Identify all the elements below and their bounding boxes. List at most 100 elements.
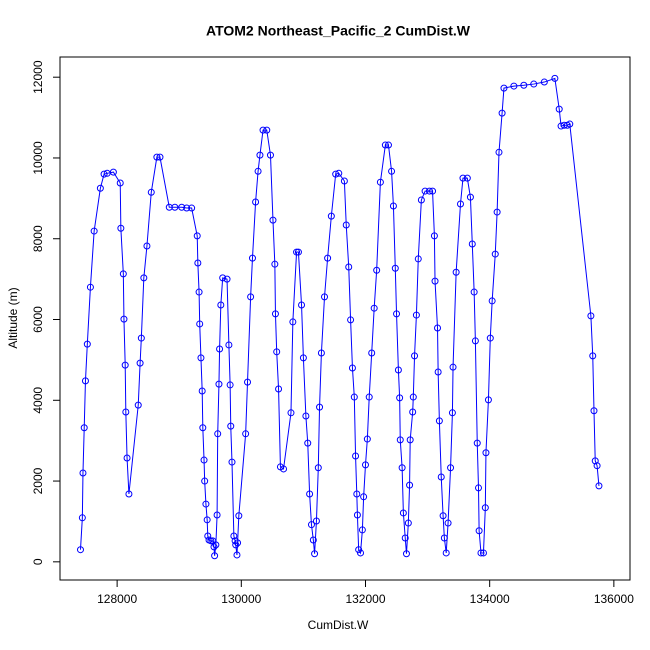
data-point [122,408,130,416]
data-point [342,221,350,229]
data-point [171,203,179,211]
data-point [393,310,401,318]
data-point [143,242,151,250]
data-point [234,539,242,547]
data-point [475,527,483,535]
data-point [510,82,518,90]
data-point [459,174,467,182]
data-point [299,354,307,362]
y-axis-label: Altitude (m) [6,287,20,348]
data-point [196,320,204,328]
data-point [593,462,601,470]
data-point [204,532,212,540]
data-point [200,456,208,464]
data-point [123,454,131,462]
data-point [227,422,235,430]
data-point [137,334,145,342]
data-point [217,301,225,309]
data-point [595,482,603,490]
data-point [273,348,281,356]
data-point [244,378,252,386]
data-point [207,537,215,545]
data-point [373,266,381,274]
data-point [353,511,361,519]
data-point [430,232,438,240]
data-point [474,484,482,492]
data-point [471,337,479,345]
data-point [230,532,238,540]
data-point [194,259,202,267]
data-point [551,74,559,82]
data-point [199,424,207,432]
data-point [256,151,264,159]
data-point [233,551,241,559]
data-point [147,188,155,196]
data-point [591,457,599,465]
data-point [309,536,317,544]
data-point [376,178,384,186]
data-point [219,274,227,282]
data-point [434,324,442,332]
data-point [590,407,598,415]
data-point [280,465,288,473]
data-point [481,504,489,512]
data-point [314,464,322,472]
data-point [435,417,443,425]
data-point [520,81,528,89]
data-point [304,439,312,447]
data-point [345,263,353,271]
data-point [302,412,310,420]
x-tick-label: 134000 [470,592,510,606]
data-point [321,293,329,301]
data-point [500,84,508,92]
data-point [421,187,429,195]
x-tick-label: 128000 [97,592,137,606]
y-tick-label: 10000 [31,141,45,175]
data-point [398,464,406,472]
data-point [388,167,396,175]
data-point [399,509,407,517]
data-point [242,430,250,438]
data-point [409,393,417,401]
data-point [482,449,490,457]
data-point [452,268,460,276]
data-point [293,248,301,256]
data-point [463,174,471,182]
data-point [195,288,203,296]
data-point [444,519,452,527]
data-point [440,534,448,542]
y-tick-label: 4000 [31,387,45,414]
y-tick-label: 6000 [31,306,45,333]
data-point [370,304,378,312]
data-point [368,349,376,357]
data-point [402,550,410,558]
data-point [353,490,361,498]
data-point [486,334,494,342]
data-point [76,546,84,554]
y-tick-label: 2000 [31,467,45,494]
data-point [109,168,117,176]
data-point [479,549,487,557]
data-point [247,293,255,301]
data-point [228,458,236,466]
chart-title: ATOM2 Northeast_Pacific_2 CumDist.W [206,23,471,39]
data-point [530,80,538,88]
data-point [271,310,279,318]
data-point [411,352,419,360]
data-point [202,500,210,508]
data-point [232,541,240,549]
data-point [340,177,348,185]
data-point [396,394,404,402]
data-point [442,549,450,557]
data-point [347,316,355,324]
data-point [287,409,295,417]
data-point [540,78,548,86]
data-point [473,439,481,447]
data-point [215,380,223,388]
y-tick-label: 12000 [31,60,45,94]
data-point [183,204,191,212]
data-point [306,490,314,498]
data-point [213,511,221,519]
